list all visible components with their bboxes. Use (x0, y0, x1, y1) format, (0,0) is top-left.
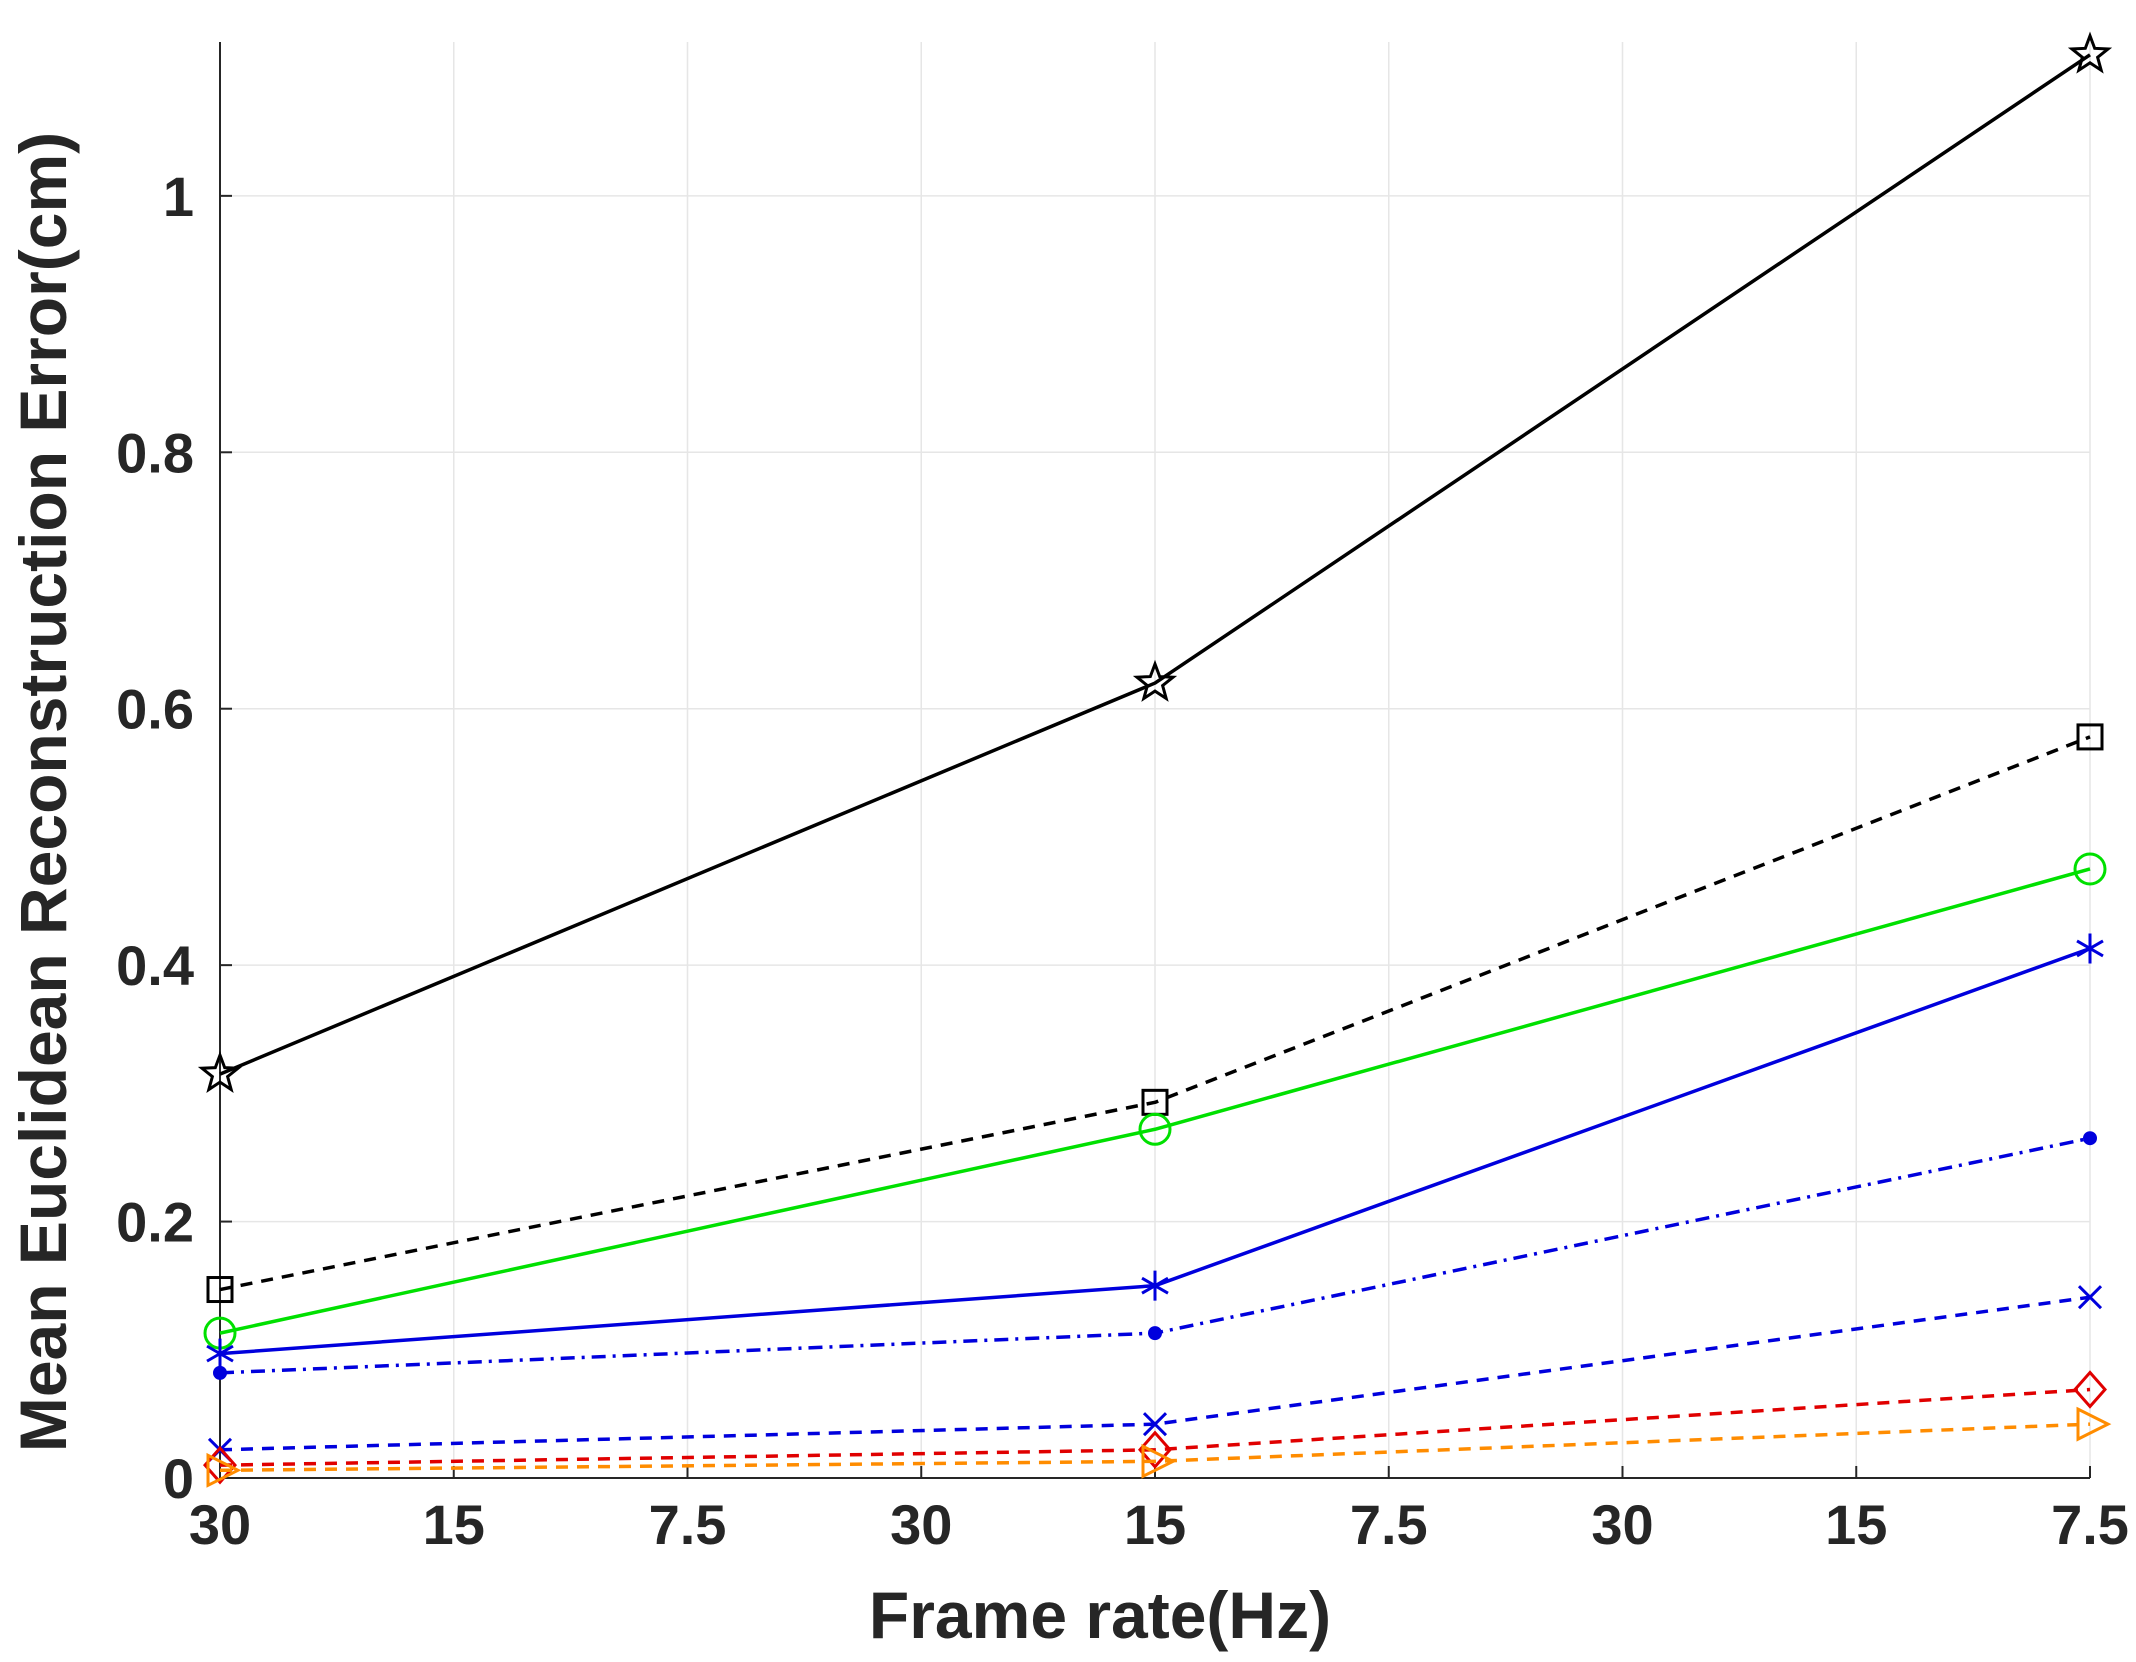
x-tick-label: 30 (189, 1493, 251, 1556)
y-tick-label: 0.8 (116, 421, 194, 484)
x-tick-label: 7.5 (2051, 1493, 2129, 1556)
series (202, 1370, 2108, 1485)
data-point (197, 1050, 243, 1093)
data-point (1132, 659, 1178, 702)
x-tick-label: 7.5 (649, 1493, 727, 1556)
series (206, 723, 2104, 1304)
data-point (202, 1445, 238, 1485)
x-tick-label: 15 (1124, 1493, 1186, 1556)
y-tick-label: 0 (163, 1447, 194, 1510)
data-point (206, 1452, 242, 1488)
y-tick-label: 0.6 (116, 678, 194, 741)
series-line (219, 867, 2091, 1335)
series (206, 1406, 2112, 1488)
x-tick-label: 30 (1591, 1493, 1653, 1556)
data-point (1141, 1443, 1177, 1479)
data-point (206, 1276, 234, 1304)
y-axis-title: Mean Euclidean Reconstruction Error(cm) (6, 132, 80, 1452)
data-point (2076, 933, 2104, 964)
data-point (1148, 1326, 1162, 1341)
y-tick-label: 1 (163, 165, 194, 228)
series (197, 31, 2113, 1093)
series (206, 933, 2104, 1369)
x-axis-title: Frame rate(Hz) (869, 1578, 1331, 1652)
x-tick-label: 30 (890, 1493, 952, 1556)
data-point (1142, 1412, 1168, 1437)
x-tick-label: 7.5 (1350, 1493, 1428, 1556)
data-point (2072, 1370, 2108, 1409)
data-point (2077, 1285, 2103, 1310)
data-point (2076, 1406, 2112, 1442)
grid (219, 42, 2091, 1478)
series-line (219, 1387, 2091, 1467)
data-point (2067, 31, 2113, 74)
x-tick-label: 15 (1825, 1493, 1887, 1556)
series-line (219, 735, 2091, 1292)
data-point (206, 1338, 234, 1369)
data-point (2076, 723, 2104, 751)
series-group (197, 31, 2113, 1488)
series-line (219, 53, 2091, 1076)
data-point (2073, 852, 2107, 886)
x-tick-label: 15 (423, 1493, 485, 1556)
series (213, 1131, 2097, 1380)
data-point (1137, 1430, 1173, 1470)
data-point (213, 1365, 227, 1380)
data-point (1141, 1270, 1169, 1301)
series-line (219, 1422, 2091, 1473)
y-tick-label: 0.2 (116, 1191, 194, 1254)
data-point (1138, 1112, 1172, 1146)
tick-labels: 30 15 7.5 30 15 7.5 30 15 7.5 0 0.2 0.4 0.6 0.8 1 (116, 165, 2129, 1556)
y-tick-label: 0.4 (116, 934, 194, 997)
data-point (2083, 1131, 2097, 1146)
axes (219, 42, 2091, 1479)
